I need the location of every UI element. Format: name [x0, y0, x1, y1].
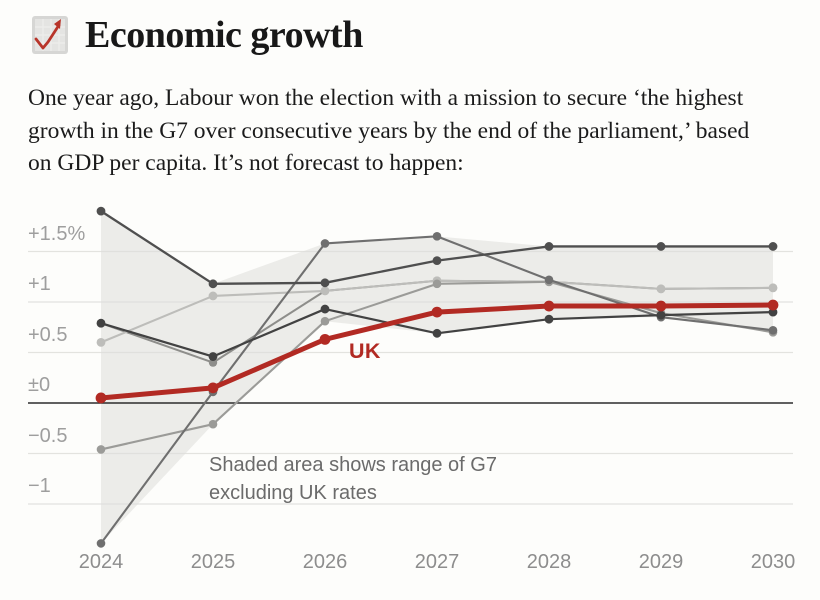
y-tick-label: −0.5 [28, 424, 68, 447]
x-tick-label: 2024 [78, 551, 124, 573]
page-title: Economic growth [85, 13, 363, 56]
series-point-g7-unlabelled-2 [208, 291, 218, 301]
series-point-g7-unlabelled-5 [96, 206, 106, 216]
series-point-g7-unlabelled-3 [432, 279, 442, 289]
series-point-g7-unlabelled-4 [768, 325, 778, 335]
header: Economic growth [30, 12, 363, 57]
series-point-UK [207, 382, 219, 394]
series-point-g7-unlabelled-6 [96, 318, 106, 328]
series-point-g7-unlabelled-2 [320, 286, 330, 296]
uk-series-label: UK [349, 339, 381, 363]
x-tick-label: 2029 [638, 551, 684, 573]
x-tick-label: 2028 [526, 551, 572, 573]
series-point-UK [431, 306, 443, 318]
series-point-g7-unlabelled-3 [96, 445, 106, 454]
series-point-UK [319, 333, 331, 345]
band-annotation-line2: excluding UK rates [209, 481, 377, 504]
y-tick-label: +1 [28, 273, 51, 295]
x-tick-label: 2026 [302, 551, 348, 573]
series-point-g7-unlabelled-6 [208, 352, 218, 361]
band-annotation: Shaded area shows range of G7 excluding … [209, 452, 497, 507]
series-point-g7-unlabelled-6 [432, 328, 442, 338]
y-tick-label: −1 [28, 475, 51, 497]
series-point-g7-unlabelled-2 [96, 338, 106, 347]
series-point-g7-unlabelled-3 [208, 419, 218, 429]
x-tick-label: 2027 [414, 551, 460, 573]
series-point-g7-unlabelled-6 [320, 304, 330, 314]
y-tick-label: ±0 [28, 374, 51, 396]
series-point-g7-unlabelled-5 [208, 279, 218, 289]
series-point-g7-unlabelled-5 [432, 256, 442, 265]
series-point-g7-unlabelled-4 [544, 275, 554, 285]
series-point-g7-unlabelled-4 [320, 239, 330, 248]
series-point-UK [655, 300, 667, 312]
series-point-UK [543, 300, 555, 312]
y-tick-label: +1.5% [28, 222, 86, 245]
series-point-g7-unlabelled-5 [544, 242, 554, 251]
series-point-g7-unlabelled-5 [768, 242, 778, 251]
series-point-g7-unlabelled-1 [208, 358, 218, 367]
intro-text: One year ago, Labour won the election wi… [28, 85, 750, 176]
line-chart-icon [30, 12, 70, 57]
series-point-g7-unlabelled-5 [656, 242, 666, 251]
x-tick-label: 2025 [190, 551, 236, 573]
series-point-g7-unlabelled-3 [320, 316, 330, 326]
series-point-g7-unlabelled-2 [656, 284, 666, 294]
series-point-UK [95, 392, 107, 404]
series-point-g7-unlabelled-6 [544, 314, 554, 324]
series-point-g7-unlabelled-5 [320, 278, 330, 288]
x-tick-label: 2030 [750, 551, 796, 573]
series-point-g7-unlabelled-6 [656, 310, 666, 320]
series-point-g7-unlabelled-2 [768, 283, 778, 293]
series-point-g7-unlabelled-4 [96, 539, 106, 548]
band-annotation-line1: Shaded area shows range of G7 [209, 454, 497, 476]
y-tick-label: +0.5 [28, 323, 68, 346]
series-point-UK [767, 299, 779, 311]
series-point-g7-unlabelled-4 [432, 232, 442, 241]
